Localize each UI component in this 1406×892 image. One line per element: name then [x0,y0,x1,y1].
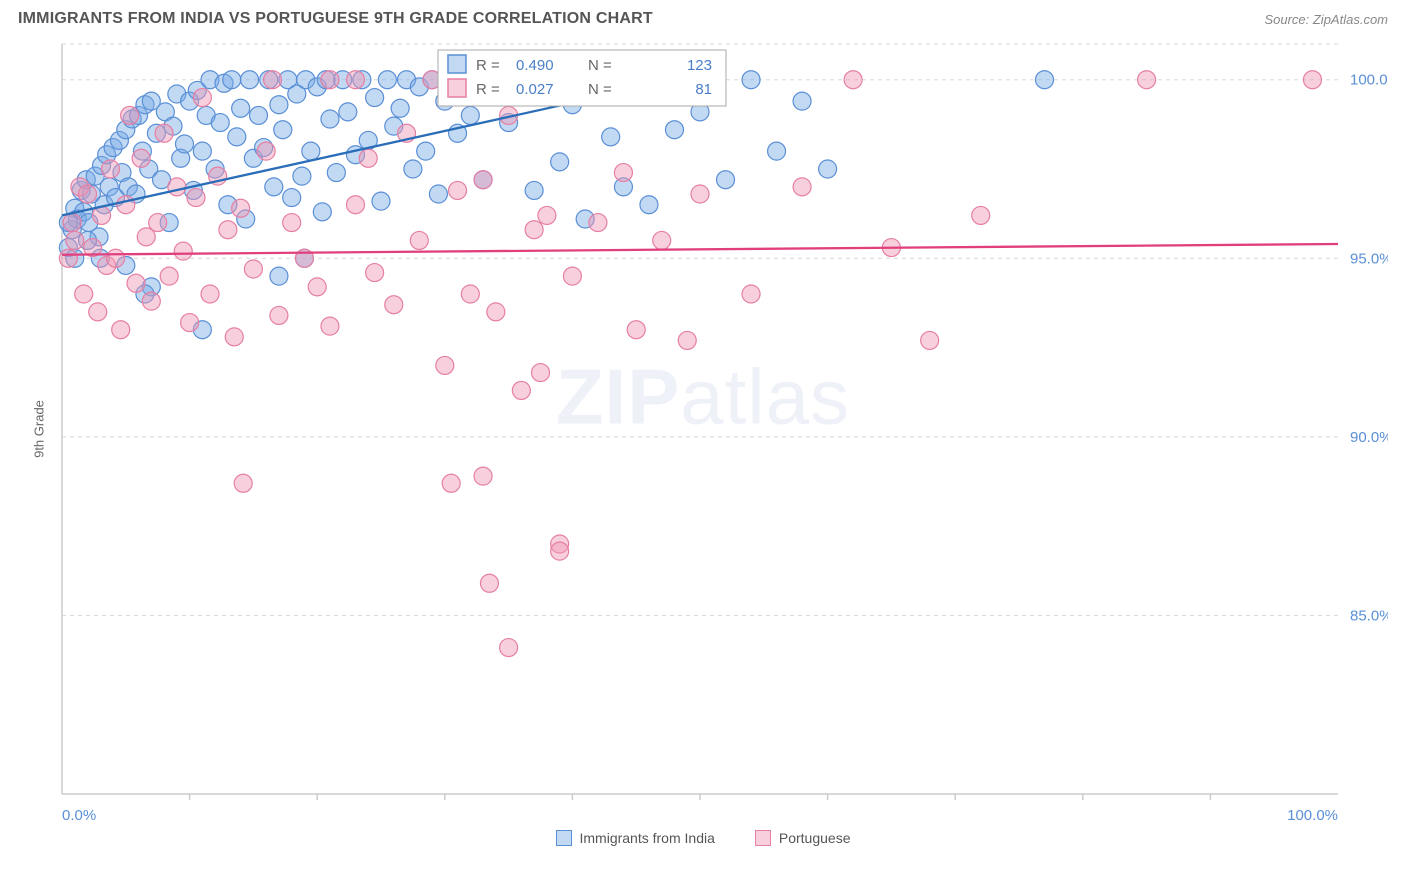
svg-text:0.490: 0.490 [516,57,554,74]
chart-title: IMMIGRANTS FROM INDIA VS PORTUGUESE 9TH … [18,10,653,28]
bottom-legend: Immigrants from India Portuguese [0,830,1406,846]
svg-text:100.0%: 100.0% [1350,72,1388,89]
source-label: Source: ZipAtlas.com [1264,12,1388,27]
legend-label-india: Immigrants from India [580,830,715,846]
swatch-portuguese [755,830,771,846]
chart-container: 9th Grade ZIPatlas 85.0%90.0%95.0%100.0%… [18,34,1388,824]
chart-svg: 85.0% 90.0% 95.0% 100.0% 0.0% 100.0% R = 0.490 N… [18,34,1388,824]
svg-text:R =: R = [476,57,500,74]
legend-item-portuguese: Portuguese [755,830,851,846]
svg-text:N =: N = [588,57,612,74]
header: IMMIGRANTS FROM INDIA VS PORTUGUESE 9TH … [0,0,1406,34]
y-axis-label: 9th Grade [31,400,46,458]
swatch-india [556,830,572,846]
svg-text:95.0%: 95.0% [1350,250,1388,267]
svg-text:R =: R = [476,81,500,98]
svg-text:123: 123 [687,57,712,74]
legend-item-india: Immigrants from India [556,830,715,846]
svg-text:N =: N = [588,81,612,98]
svg-text:85.0%: 85.0% [1350,607,1388,624]
svg-text:100.0%: 100.0% [1287,807,1338,824]
svg-text:0.027: 0.027 [516,81,554,98]
svg-text:81: 81 [695,81,712,98]
svg-text:0.0%: 0.0% [62,807,96,824]
svg-text:90.0%: 90.0% [1350,429,1388,446]
legend-label-portuguese: Portuguese [779,830,851,846]
